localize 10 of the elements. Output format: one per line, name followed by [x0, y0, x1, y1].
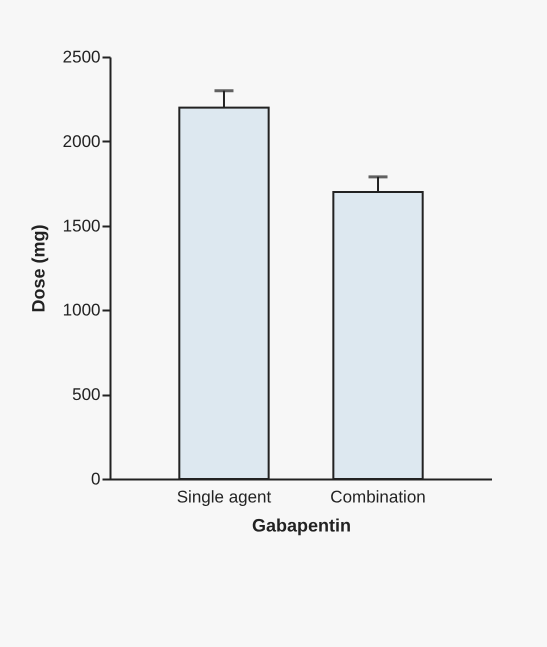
- y-tick-label: 2500: [62, 48, 100, 66]
- x-axis-title: Gabapentin: [252, 516, 352, 536]
- y-tick-label: 2000: [62, 132, 100, 151]
- y-tick-label: 1000: [62, 300, 100, 320]
- x-tick-label: Single agent: [176, 488, 272, 506]
- x-tick-label: Combination: [330, 488, 426, 506]
- y-tick-label: 500: [72, 385, 100, 404]
- y-tick-label: 0: [91, 470, 100, 488]
- y-tick-label: 1500: [62, 216, 100, 236]
- y-axis-title: Dose (mg): [28, 224, 49, 313]
